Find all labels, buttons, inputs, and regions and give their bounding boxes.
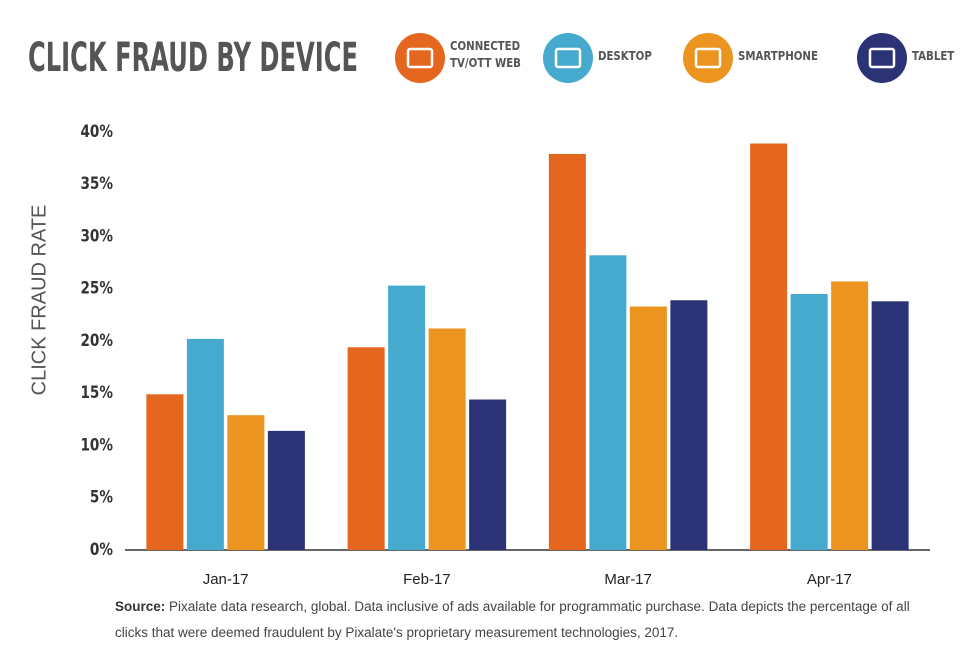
y-tick-label: 40% xyxy=(80,122,113,142)
bar xyxy=(347,347,385,550)
x-tick-label: Apr-17 xyxy=(807,571,852,588)
bar xyxy=(267,430,305,550)
legend-icon xyxy=(694,47,722,69)
x-tick-label: Jan-17 xyxy=(203,571,249,588)
bar xyxy=(388,285,426,550)
y-tick-label: 5% xyxy=(90,487,113,507)
legend-icon xyxy=(554,47,582,69)
legend-icon xyxy=(868,47,896,69)
bar xyxy=(428,328,466,550)
legend-swatch xyxy=(395,33,445,83)
y-tick-label: 0% xyxy=(90,540,113,560)
y-tick-label: 15% xyxy=(80,383,113,403)
y-tick-label: 30% xyxy=(80,226,113,246)
bar xyxy=(186,338,224,550)
legend-swatch xyxy=(543,33,593,83)
bar xyxy=(548,153,586,550)
legend-swatch xyxy=(683,33,733,83)
x-tick-label: Mar-17 xyxy=(604,571,652,588)
bar xyxy=(871,301,909,550)
chart-title: CLICK FRAUD BY DEVICE xyxy=(28,35,358,81)
legend-label: DESKTOP xyxy=(598,49,652,63)
source-note: Source: Pixalate data research, global. … xyxy=(115,594,935,646)
source-label: Source: xyxy=(115,599,166,614)
legend-label: CONNECTED TV/OTT WEB xyxy=(450,39,521,70)
legend-label: TABLET xyxy=(912,49,955,63)
bar xyxy=(629,306,667,550)
legend-swatch xyxy=(857,33,907,83)
legend-icon xyxy=(406,47,434,69)
y-tick-label: 10% xyxy=(80,435,113,455)
bar xyxy=(750,143,788,550)
bar xyxy=(469,399,507,550)
y-tick-label: 25% xyxy=(80,278,113,298)
bar xyxy=(670,300,708,550)
bar xyxy=(831,281,869,550)
y-axis-label: CLICK FRAUD RATE xyxy=(28,205,50,396)
bar xyxy=(790,293,828,550)
bar xyxy=(227,415,265,550)
x-tick-label: Feb-17 xyxy=(403,571,451,588)
bar xyxy=(146,394,184,550)
y-tick-label: 35% xyxy=(80,174,113,194)
source-text: Pixalate data research, global. Data inc… xyxy=(115,599,910,640)
legend-label: SMARTPHONE xyxy=(738,49,818,63)
bar xyxy=(589,255,627,550)
y-tick-label: 20% xyxy=(80,331,113,351)
